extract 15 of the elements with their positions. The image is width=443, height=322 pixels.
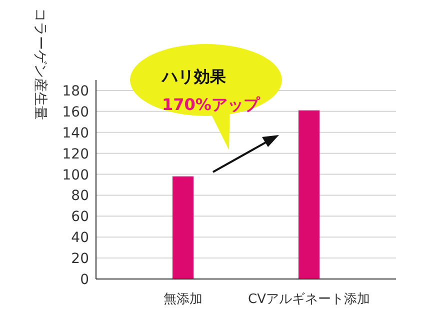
y-tick-label: 40 xyxy=(71,230,89,246)
x-tick-label: 無添加 xyxy=(164,292,202,307)
y-tick-label: 120 xyxy=(62,146,89,162)
y-tick-label: 60 xyxy=(71,209,89,226)
y-tick-label: 20 xyxy=(71,251,89,268)
y-tick-label: 100 xyxy=(62,167,89,184)
y-tick-label: 80 xyxy=(71,188,89,204)
y-tick-label: 160 xyxy=(62,104,89,120)
annotation: ハリ効果 xyxy=(161,67,227,86)
y-axis-title: コラーゲン産生量 xyxy=(32,8,48,120)
y-tick-label: 0 xyxy=(80,272,89,288)
x-tick-label: CVアルギネート添加 xyxy=(248,292,370,307)
y-tick-label: 180 xyxy=(62,83,89,100)
annotation: 170%アップ xyxy=(162,95,260,114)
y-tick-label: 140 xyxy=(62,125,89,142)
